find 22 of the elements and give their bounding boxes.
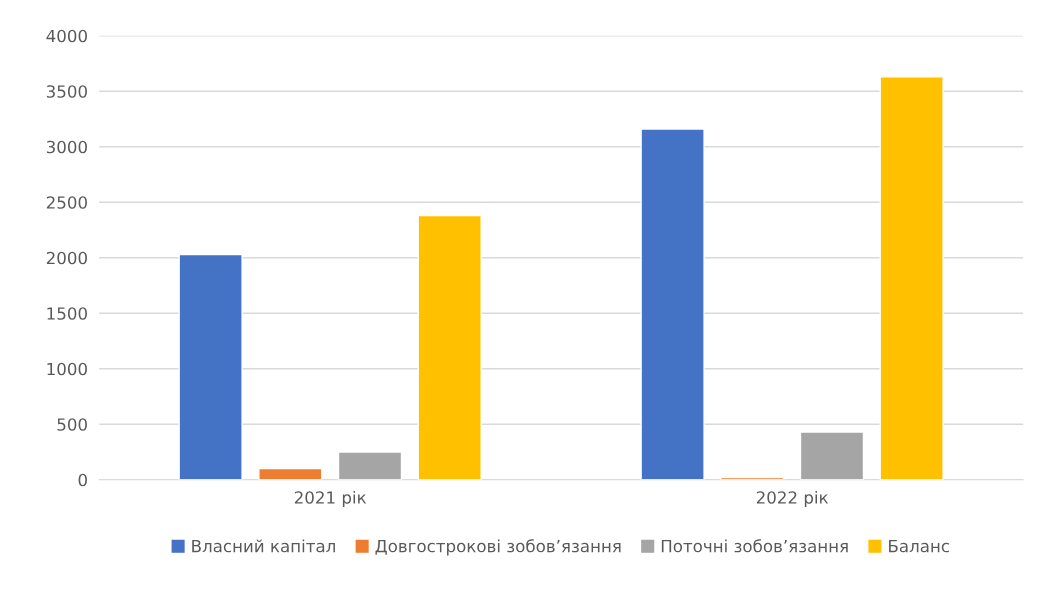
y-tick-label: 1000 (47, 362, 87, 376)
y-tick-label: 2500 (46, 196, 87, 209)
bar (640, 128, 705, 480)
legend-label: Власний капітал (192, 539, 335, 553)
y-tick-label: 1500 (47, 307, 87, 320)
y-tick-label: 4000 (46, 29, 87, 43)
legend-label: Баланс (889, 539, 949, 553)
y-tick-label: 2000 (46, 251, 87, 265)
y-tick-label: 3000 (46, 140, 87, 154)
y-tick-label: 500 (57, 418, 87, 431)
bar (417, 214, 482, 480)
bar (799, 431, 865, 480)
bar (178, 253, 243, 480)
legend-label: Довгострокові зобов’язання (375, 539, 621, 556)
bar (879, 76, 944, 480)
y-tick-label: 3500 (46, 85, 87, 98)
bar (337, 451, 403, 480)
legend-label: Поточні зобов’язання (661, 539, 848, 553)
x-tick-label: 2021 рік (294, 490, 367, 508)
x-tick-label: 2022 рік (756, 490, 829, 508)
y-tick-label: 0 (78, 473, 87, 487)
bar (258, 467, 323, 480)
